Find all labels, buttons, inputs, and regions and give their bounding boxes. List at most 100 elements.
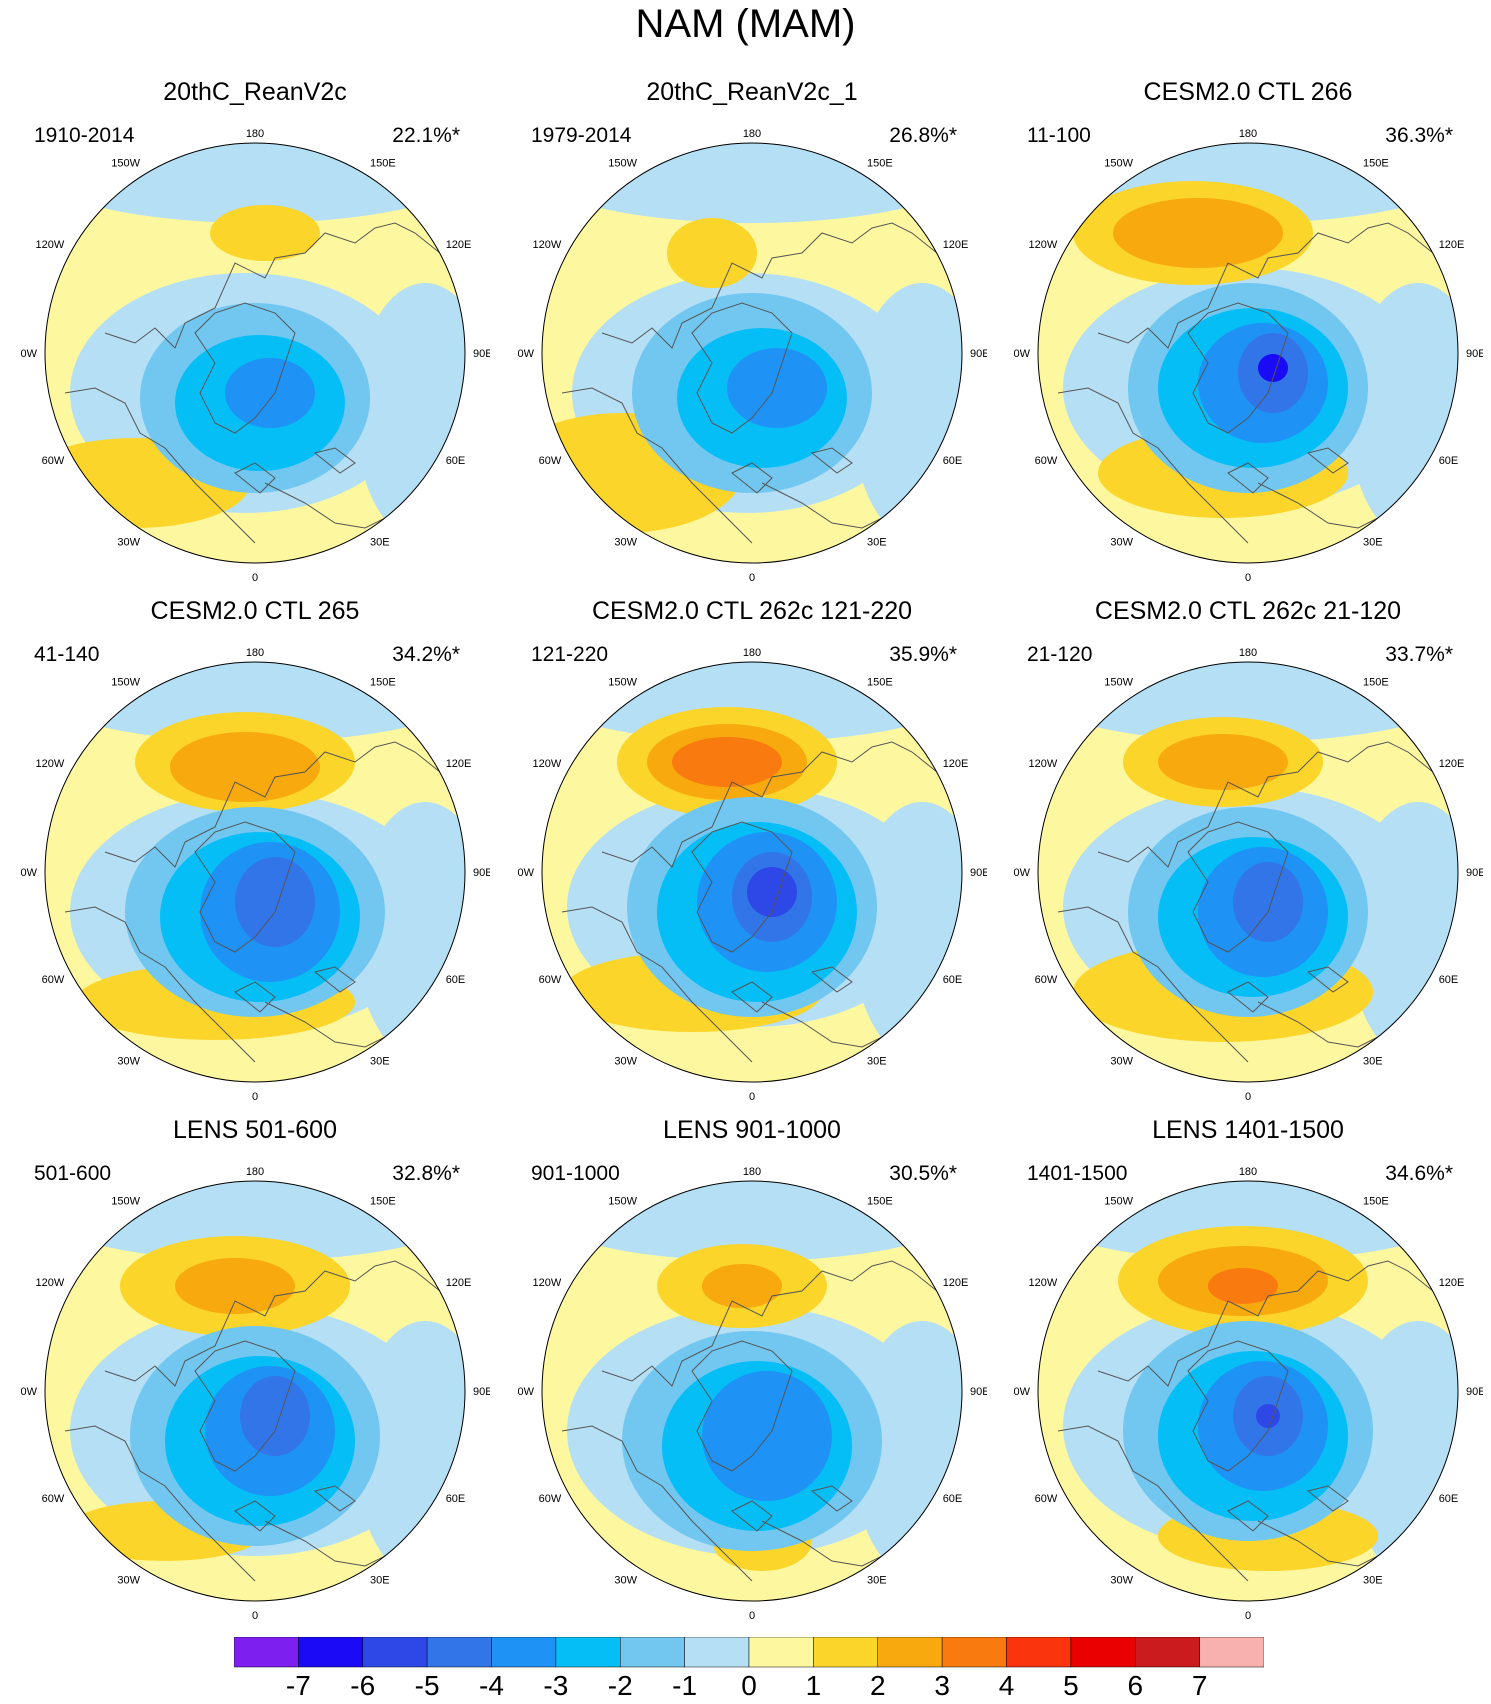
colorbar-segment (555, 1637, 621, 1668)
panel-period: 1401-1500 (1027, 1162, 1128, 1185)
longitude-label: 150W (111, 157, 140, 169)
panel-title: LENS 1401-1500 (1152, 1116, 1344, 1144)
positive-anomaly-contour (170, 732, 320, 802)
longitude-label: 90W (20, 867, 38, 879)
longitude-label: 30W (117, 1575, 140, 1587)
polar-map: 180 150W 150E 120W 120E 90W 90E 60W 60E 30W 30E 0 (1013, 1166, 1483, 1622)
longitude-label: 60W (1035, 974, 1058, 986)
figure-title: NAM (MAM) (635, 2, 856, 46)
colorbar-segment (813, 1637, 878, 1668)
map-border (541, 1180, 963, 1602)
panel-variance-percent: 36.3%* (1385, 124, 1453, 147)
longitude-label: 90E (970, 867, 987, 879)
longitude-label: 180 (743, 647, 761, 659)
colorbar-tick-label: -7 (285, 1670, 311, 1701)
panel-period: 21-120 (1027, 643, 1093, 666)
polar-map: 180 150W 150E 120W 120E 90W 90E 60W 60E 30W 30E 0 (20, 128, 490, 584)
longitude-label: 0 (252, 1091, 258, 1103)
negative-anomaly-region (542, 1181, 962, 1261)
longitude-label: 30E (1363, 1056, 1383, 1068)
panel-variance-percent: 34.2%* (392, 643, 460, 666)
longitude-label: 90W (1013, 348, 1031, 360)
longitude-label: 0 (749, 1091, 755, 1103)
longitude-label: 120E (943, 1277, 969, 1289)
longitude-label: 150E (370, 1195, 396, 1207)
colorbar-segment (426, 1637, 492, 1668)
map-border (44, 661, 466, 1083)
longitude-label: 90W (20, 1386, 38, 1398)
colorbar-tick-label: 1 (805, 1670, 822, 1701)
longitude-label: 90E (473, 867, 490, 879)
polar-map: 180 150W 150E 120W 120E 90W 90E 60W 60E 30W 30E 0 (517, 1166, 987, 1622)
longitude-label: 90E (1466, 348, 1483, 360)
longitude-label: 150E (867, 676, 893, 688)
panel-period: 901-1000 (531, 1162, 620, 1185)
panel-period: 501-600 (34, 1162, 112, 1185)
negative-anomaly-contour (1258, 354, 1288, 382)
longitude-label: 180 (246, 128, 264, 140)
longitude-label: 120W (533, 758, 562, 770)
longitude-label: 30E (867, 537, 887, 549)
longitude-label: 120W (36, 239, 65, 251)
longitude-label: 0 (1245, 572, 1251, 584)
longitude-label: 30E (370, 1056, 390, 1068)
colorbar-tick-label: -1 (672, 1670, 698, 1701)
colorbar-segment (1135, 1637, 1200, 1668)
longitude-label: 30W (117, 537, 140, 549)
longitude-label: 180 (246, 1166, 264, 1178)
longitude-label: 120E (943, 758, 969, 770)
longitude-label: 90W (517, 867, 535, 879)
negative-anomaly-region (542, 143, 962, 223)
longitude-label: 60E (1439, 974, 1459, 986)
colorbar-tick-label: -3 (543, 1670, 569, 1701)
colorbar-segment (941, 1637, 1007, 1668)
longitude-label: 60W (1035, 1493, 1058, 1505)
colorbar-tick-label: -6 (350, 1670, 376, 1701)
colorbar-tick-label: 3 (934, 1670, 950, 1701)
longitude-label: 90E (1466, 867, 1483, 879)
negative-anomaly-region (45, 662, 465, 742)
polar-map: 180 150W 150E 120W 120E 90W 90E 60W 60E 30W 30E 0 (517, 647, 987, 1103)
longitude-label: 90E (970, 1386, 987, 1398)
longitude-label: 30W (614, 1056, 637, 1068)
negative-anomaly-region (1038, 662, 1458, 742)
longitude-label: 120W (1029, 758, 1058, 770)
longitude-label: 60E (1439, 1493, 1459, 1505)
longitude-label: 150W (1104, 157, 1133, 169)
panel-title: CESM2.0 CTL 262c 21-120 (1094, 597, 1402, 625)
map-border (44, 1180, 466, 1602)
longitude-label: 60E (446, 1493, 466, 1505)
panel-variance-percent: 34.6%* (1385, 1162, 1453, 1185)
panel-title: 20thC_ReanV2c_1 (646, 78, 858, 106)
positive-anomaly-contour (210, 205, 320, 261)
negative-anomaly-contour (747, 867, 797, 917)
longitude-label: 30E (867, 1056, 887, 1068)
colorbar (234, 1637, 1264, 1668)
longitude-label: 150W (111, 1195, 140, 1207)
colorbar-tick-label: 0 (741, 1670, 757, 1701)
longitude-label: 30E (370, 537, 390, 549)
colorbar-segment (620, 1637, 685, 1668)
longitude-label: 120E (446, 758, 472, 770)
longitude-label: 150E (1363, 1195, 1389, 1207)
longitude-label: 150E (867, 157, 893, 169)
longitude-label: 60E (943, 974, 963, 986)
panel-period: 41-140 (34, 643, 100, 666)
longitude-label: 90W (517, 348, 535, 360)
longitude-label: 180 (743, 128, 761, 140)
longitude-label: 180 (1239, 647, 1257, 659)
colorbar-segment (1070, 1637, 1136, 1668)
longitude-label: 180 (743, 1166, 761, 1178)
colorbar-segment (1006, 1637, 1072, 1668)
map-border (541, 142, 963, 564)
coastline (561, 1260, 943, 1582)
panel-variance-percent: 35.9%* (889, 643, 957, 666)
longitude-label: 30E (1363, 1575, 1383, 1587)
colorbar-tick-label: -5 (414, 1670, 440, 1701)
panel-period: 1910-2014 (34, 124, 135, 147)
longitude-label: 60W (539, 1493, 562, 1505)
longitude-label: 90E (1466, 1386, 1483, 1398)
longitude-label: 60E (1439, 455, 1459, 467)
longitude-label: 120E (943, 239, 969, 251)
longitude-label: 150E (1363, 157, 1389, 169)
